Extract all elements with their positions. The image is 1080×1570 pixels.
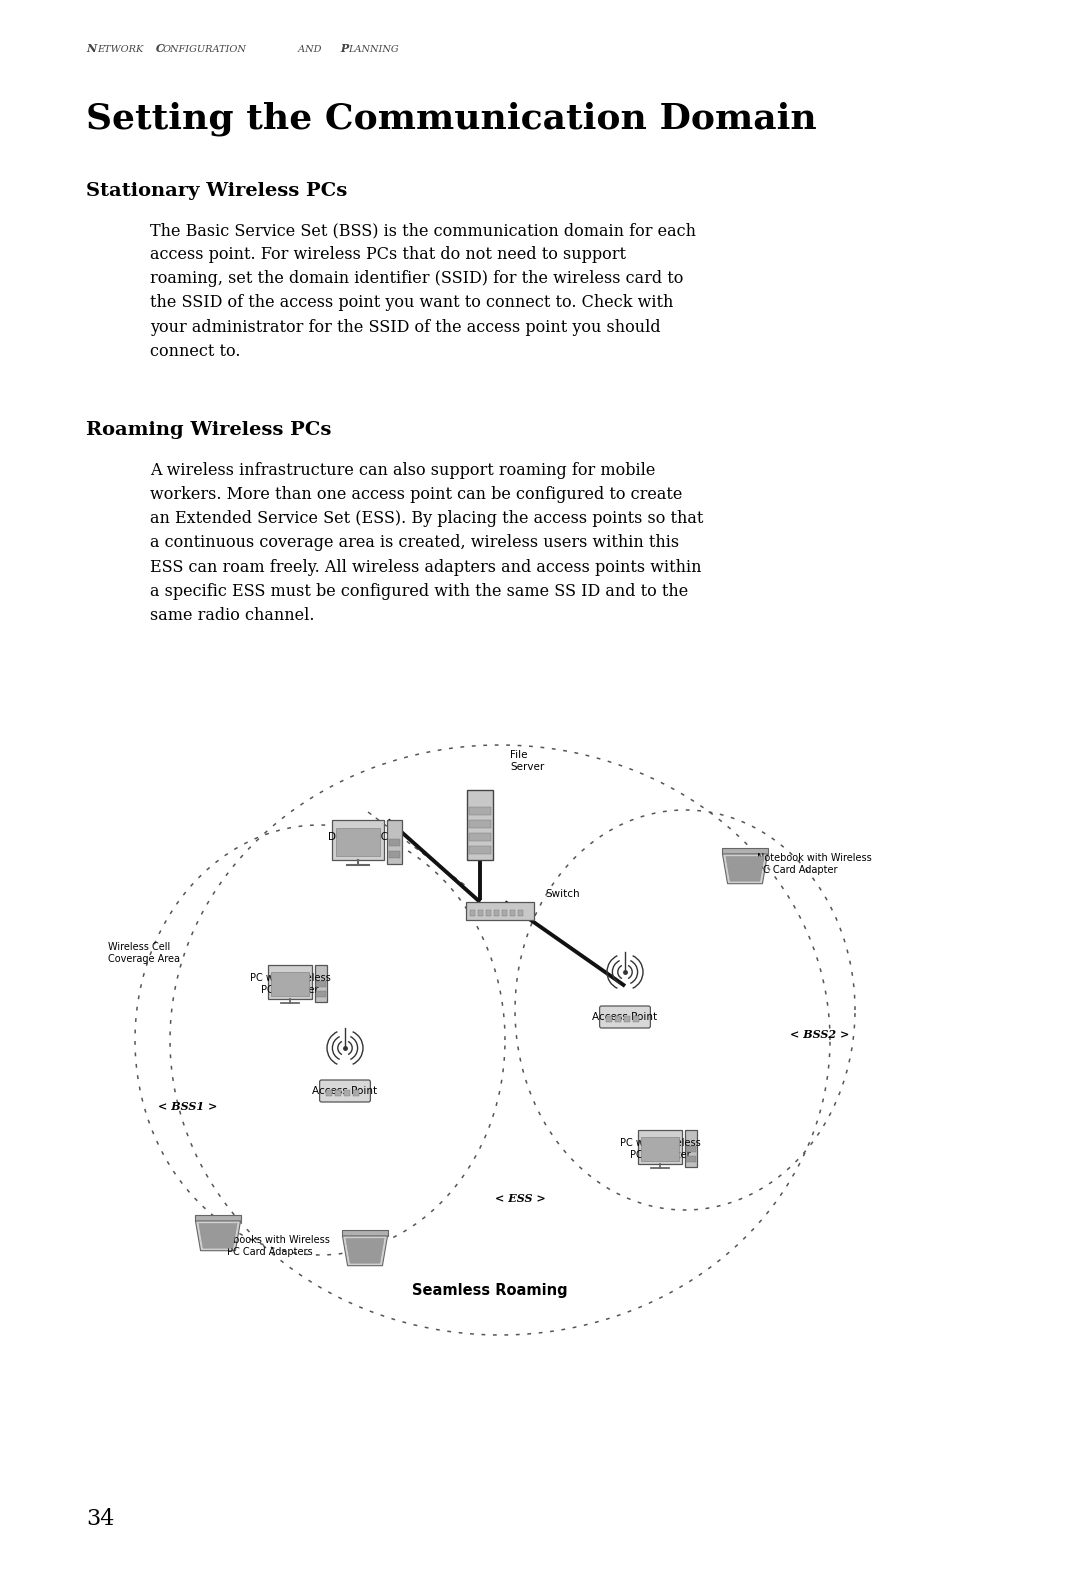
Text: Stationary Wireless PCs: Stationary Wireless PCs <box>86 182 348 199</box>
FancyBboxPatch shape <box>606 1016 611 1022</box>
Text: A wireless infrastructure can also support roaming for mobile
workers. More than: A wireless infrastructure can also suppo… <box>150 462 703 623</box>
Text: LANNING: LANNING <box>348 46 399 53</box>
FancyBboxPatch shape <box>271 972 309 995</box>
FancyBboxPatch shape <box>518 911 523 915</box>
Text: < ESS >: < ESS > <box>495 1193 545 1204</box>
FancyBboxPatch shape <box>335 1090 340 1096</box>
FancyBboxPatch shape <box>336 827 380 856</box>
FancyBboxPatch shape <box>478 911 483 915</box>
FancyBboxPatch shape <box>638 1130 683 1163</box>
Polygon shape <box>723 854 768 884</box>
Text: Wireless Cell
Coverage Area: Wireless Cell Coverage Area <box>108 942 180 964</box>
Polygon shape <box>342 1236 388 1265</box>
FancyBboxPatch shape <box>486 911 491 915</box>
Text: < BSS1 >: < BSS1 > <box>158 1101 217 1112</box>
FancyBboxPatch shape <box>465 903 534 920</box>
FancyBboxPatch shape <box>268 966 312 999</box>
Text: Notebook with Wireless
PC Card Adapter: Notebook with Wireless PC Card Adapter <box>757 853 872 874</box>
FancyBboxPatch shape <box>316 981 326 988</box>
Text: N: N <box>86 42 96 53</box>
Polygon shape <box>195 1221 241 1251</box>
FancyBboxPatch shape <box>469 807 491 815</box>
Text: AND: AND <box>295 46 322 53</box>
Text: Access Point: Access Point <box>593 1013 658 1022</box>
Text: PC with Wireless
PCI Adapter: PC with Wireless PCI Adapter <box>249 973 330 995</box>
Polygon shape <box>346 1239 384 1264</box>
Text: File
Server: File Server <box>510 750 544 771</box>
Polygon shape <box>199 1223 238 1248</box>
FancyBboxPatch shape <box>341 1229 389 1236</box>
FancyBboxPatch shape <box>599 1006 650 1028</box>
FancyBboxPatch shape <box>687 1157 696 1162</box>
FancyBboxPatch shape <box>502 911 507 915</box>
Text: PC with Wireless
PC I Adapter: PC with Wireless PC I Adapter <box>620 1138 700 1160</box>
FancyBboxPatch shape <box>387 820 402 864</box>
FancyBboxPatch shape <box>633 1016 638 1022</box>
Text: Desktop PC: Desktop PC <box>328 832 388 842</box>
FancyBboxPatch shape <box>687 1146 696 1152</box>
FancyBboxPatch shape <box>494 911 499 915</box>
FancyBboxPatch shape <box>510 911 515 915</box>
Text: C: C <box>152 42 165 53</box>
FancyBboxPatch shape <box>326 1090 332 1096</box>
FancyBboxPatch shape <box>685 1130 698 1168</box>
FancyBboxPatch shape <box>345 1090 350 1096</box>
Text: The Basic Service Set (BSS) is the communication domain for each
access point. F: The Basic Service Set (BSS) is the commu… <box>150 221 696 360</box>
FancyBboxPatch shape <box>389 838 400 846</box>
FancyBboxPatch shape <box>194 1215 241 1221</box>
FancyBboxPatch shape <box>469 820 491 827</box>
FancyBboxPatch shape <box>467 790 492 860</box>
Text: 34: 34 <box>86 1509 114 1531</box>
Text: P: P <box>337 42 349 53</box>
FancyBboxPatch shape <box>332 820 384 860</box>
FancyBboxPatch shape <box>642 1137 678 1160</box>
Text: ETWORK: ETWORK <box>97 46 144 53</box>
FancyBboxPatch shape <box>469 834 491 842</box>
Text: ONFIGURATION: ONFIGURATION <box>163 46 247 53</box>
Text: Switch: Switch <box>545 889 580 900</box>
Text: Access Point: Access Point <box>312 1086 378 1096</box>
Text: Seamless Roaming: Seamless Roaming <box>413 1283 568 1298</box>
Text: Notebooks with Wireless
PC Card Adapters: Notebooks with Wireless PC Card Adapters <box>211 1236 329 1256</box>
FancyBboxPatch shape <box>316 991 326 997</box>
FancyBboxPatch shape <box>721 848 768 854</box>
FancyBboxPatch shape <box>353 1090 359 1096</box>
FancyBboxPatch shape <box>320 1080 370 1102</box>
FancyBboxPatch shape <box>624 1016 630 1022</box>
Text: Roaming Wireless PCs: Roaming Wireless PCs <box>86 421 332 440</box>
FancyBboxPatch shape <box>314 966 327 1002</box>
Polygon shape <box>726 857 765 881</box>
FancyBboxPatch shape <box>389 851 400 857</box>
Text: < BSS2 >: < BSS2 > <box>789 1028 849 1039</box>
FancyBboxPatch shape <box>469 846 491 854</box>
FancyBboxPatch shape <box>616 1016 621 1022</box>
FancyBboxPatch shape <box>470 911 475 915</box>
Text: Setting the Communication Domain: Setting the Communication Domain <box>86 100 816 135</box>
